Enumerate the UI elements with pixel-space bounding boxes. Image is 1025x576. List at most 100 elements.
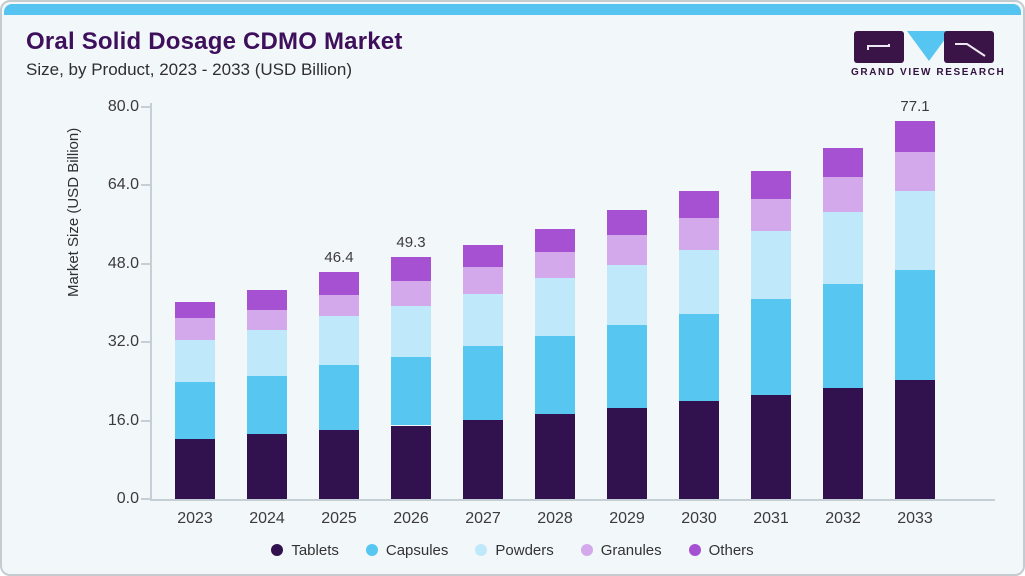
y-tick-mark [141, 262, 150, 265]
legend-item-powders: Powders [475, 541, 554, 559]
bar-segment-powders-2026 [391, 305, 431, 357]
bar-segment-tablets-2031 [751, 395, 791, 499]
x-axis-line [150, 499, 995, 501]
x-tick-label-2033: 2033 [897, 510, 933, 527]
bar-segment-others-2025 [319, 271, 359, 295]
bar-segment-tablets-2030 [679, 401, 719, 499]
y-tick-label: 16.0 [107, 411, 139, 429]
bar-segment-powders-2029 [607, 265, 647, 326]
bar-segment-others-2023 [175, 302, 215, 318]
bar-segment-others-2031 [751, 170, 791, 200]
bar-segment-others-2030 [679, 190, 719, 219]
page-title: Oral Solid Dosage CDMO Market [26, 28, 403, 55]
bar-segment-others-2027 [463, 244, 503, 267]
gvr-logo: GRAND VIEW RESEARCH [851, 30, 1006, 78]
y-tick-label: 0.0 [116, 490, 139, 507]
bar-segment-others-2032 [823, 147, 863, 178]
bar-segment-granules-2026 [391, 281, 431, 306]
legend-item-granules: Granules [580, 541, 662, 559]
bar-segment-capsules-2033 [895, 269, 935, 380]
legend-dot-capsules [365, 544, 378, 556]
bar-segment-others-2033 [895, 121, 935, 153]
bar-segment-granules-2023 [175, 317, 215, 341]
legend-label-capsules: Capsules [385, 541, 449, 559]
bar-segment-granules-2024 [247, 309, 287, 331]
legend-label-tablets: Tablets [291, 541, 339, 559]
bar-segment-powders-2023 [175, 340, 215, 383]
page-subtitle: Size, by Product, 2023 - 2033 (USD Billi… [26, 60, 352, 79]
gvr-logo-text: GRAND VIEW RESEARCH [851, 67, 1006, 78]
legend-label-powders: Powders [495, 541, 554, 559]
bar-segment-powders-2030 [679, 249, 719, 314]
bar-segment-tablets-2032 [823, 388, 863, 499]
bar-segment-capsules-2023 [175, 382, 215, 440]
legend-item-capsules: Capsules [365, 541, 449, 559]
bar-segment-tablets-2026 [391, 425, 431, 499]
legend-label-granules: Granules [600, 541, 662, 559]
bar-segment-capsules-2026 [391, 356, 431, 426]
y-tick-mark [141, 184, 150, 187]
y-tick-mark [141, 419, 150, 422]
legend-label-others: Others [708, 541, 754, 559]
x-tick-label-2023: 2023 [177, 510, 213, 527]
x-tick-label-2032: 2032 [825, 510, 861, 527]
bar-total-label-2033: 77.1 [900, 98, 930, 116]
x-tick-label-2031: 2031 [753, 510, 789, 527]
bar-segment-tablets-2025 [319, 430, 359, 499]
bar-segment-granules-2033 [895, 152, 935, 191]
gvr-logo-icon [854, 31, 994, 63]
bar-segment-capsules-2030 [679, 313, 719, 402]
bar-segment-capsules-2024 [247, 376, 287, 435]
x-tick-label-2026: 2026 [393, 510, 429, 527]
chart-legend: Tablets Capsules Powders Granules Others [2, 540, 1023, 560]
bar-segment-powders-2032 [823, 211, 863, 285]
bar-segment-others-2026 [391, 257, 431, 282]
bar-segment-powders-2024 [247, 330, 287, 376]
legend-dot-tablets [271, 544, 284, 556]
bar-segment-tablets-2027 [463, 419, 503, 499]
x-tick-label-2024: 2024 [249, 510, 285, 527]
bar-segment-tablets-2024 [247, 434, 287, 499]
bar-segment-capsules-2028 [535, 336, 575, 415]
bar-segment-powders-2028 [535, 278, 575, 337]
bar-segment-tablets-2028 [535, 414, 575, 499]
bar-segment-capsules-2029 [607, 325, 647, 409]
bar-segment-granules-2028 [535, 251, 575, 278]
legend-dot-powders [475, 544, 488, 556]
bar-segment-tablets-2029 [607, 408, 647, 499]
top-accent-bar [4, 4, 1021, 15]
legend-item-others: Others [688, 541, 754, 559]
x-tick-label-2029: 2029 [609, 510, 645, 527]
x-tick-label-2025: 2025 [321, 510, 357, 527]
y-tick-mark [141, 341, 150, 344]
y-axis-line [150, 103, 152, 499]
x-tick-label-2030: 2030 [681, 510, 717, 527]
legend-dot-granules [580, 544, 593, 556]
bar-segment-capsules-2031 [751, 298, 791, 396]
bar-segment-powders-2031 [751, 230, 791, 299]
y-tick-label: 32.0 [107, 333, 139, 351]
y-tick-mark [141, 106, 150, 108]
legend-dot-others [688, 544, 701, 556]
bar-segment-granules-2027 [463, 266, 503, 295]
bar-segment-others-2024 [247, 290, 287, 310]
bar-segment-granules-2032 [823, 177, 863, 212]
x-tick-label-2027: 2027 [465, 510, 501, 527]
bar-segment-granules-2025 [319, 294, 359, 316]
y-tick-label: 48.0 [107, 254, 139, 272]
bar-segment-powders-2025 [319, 315, 359, 365]
bar-segment-others-2028 [535, 229, 575, 252]
y-tick-label: 80.0 [107, 98, 139, 115]
bar-segment-others-2029 [607, 209, 647, 235]
legend-item-tablets: Tablets [271, 542, 339, 559]
bar-segment-powders-2033 [895, 190, 935, 270]
bar-segment-tablets-2023 [175, 439, 215, 499]
bar-total-label-2025: 46.4 [324, 248, 354, 266]
y-axis-title: Market Size (USD Billion) [65, 127, 82, 297]
bar-segment-granules-2030 [679, 218, 719, 250]
y-tick-label: 64.0 [107, 176, 139, 194]
bar-segment-tablets-2033 [895, 379, 935, 499]
bar-segment-capsules-2032 [823, 284, 863, 389]
